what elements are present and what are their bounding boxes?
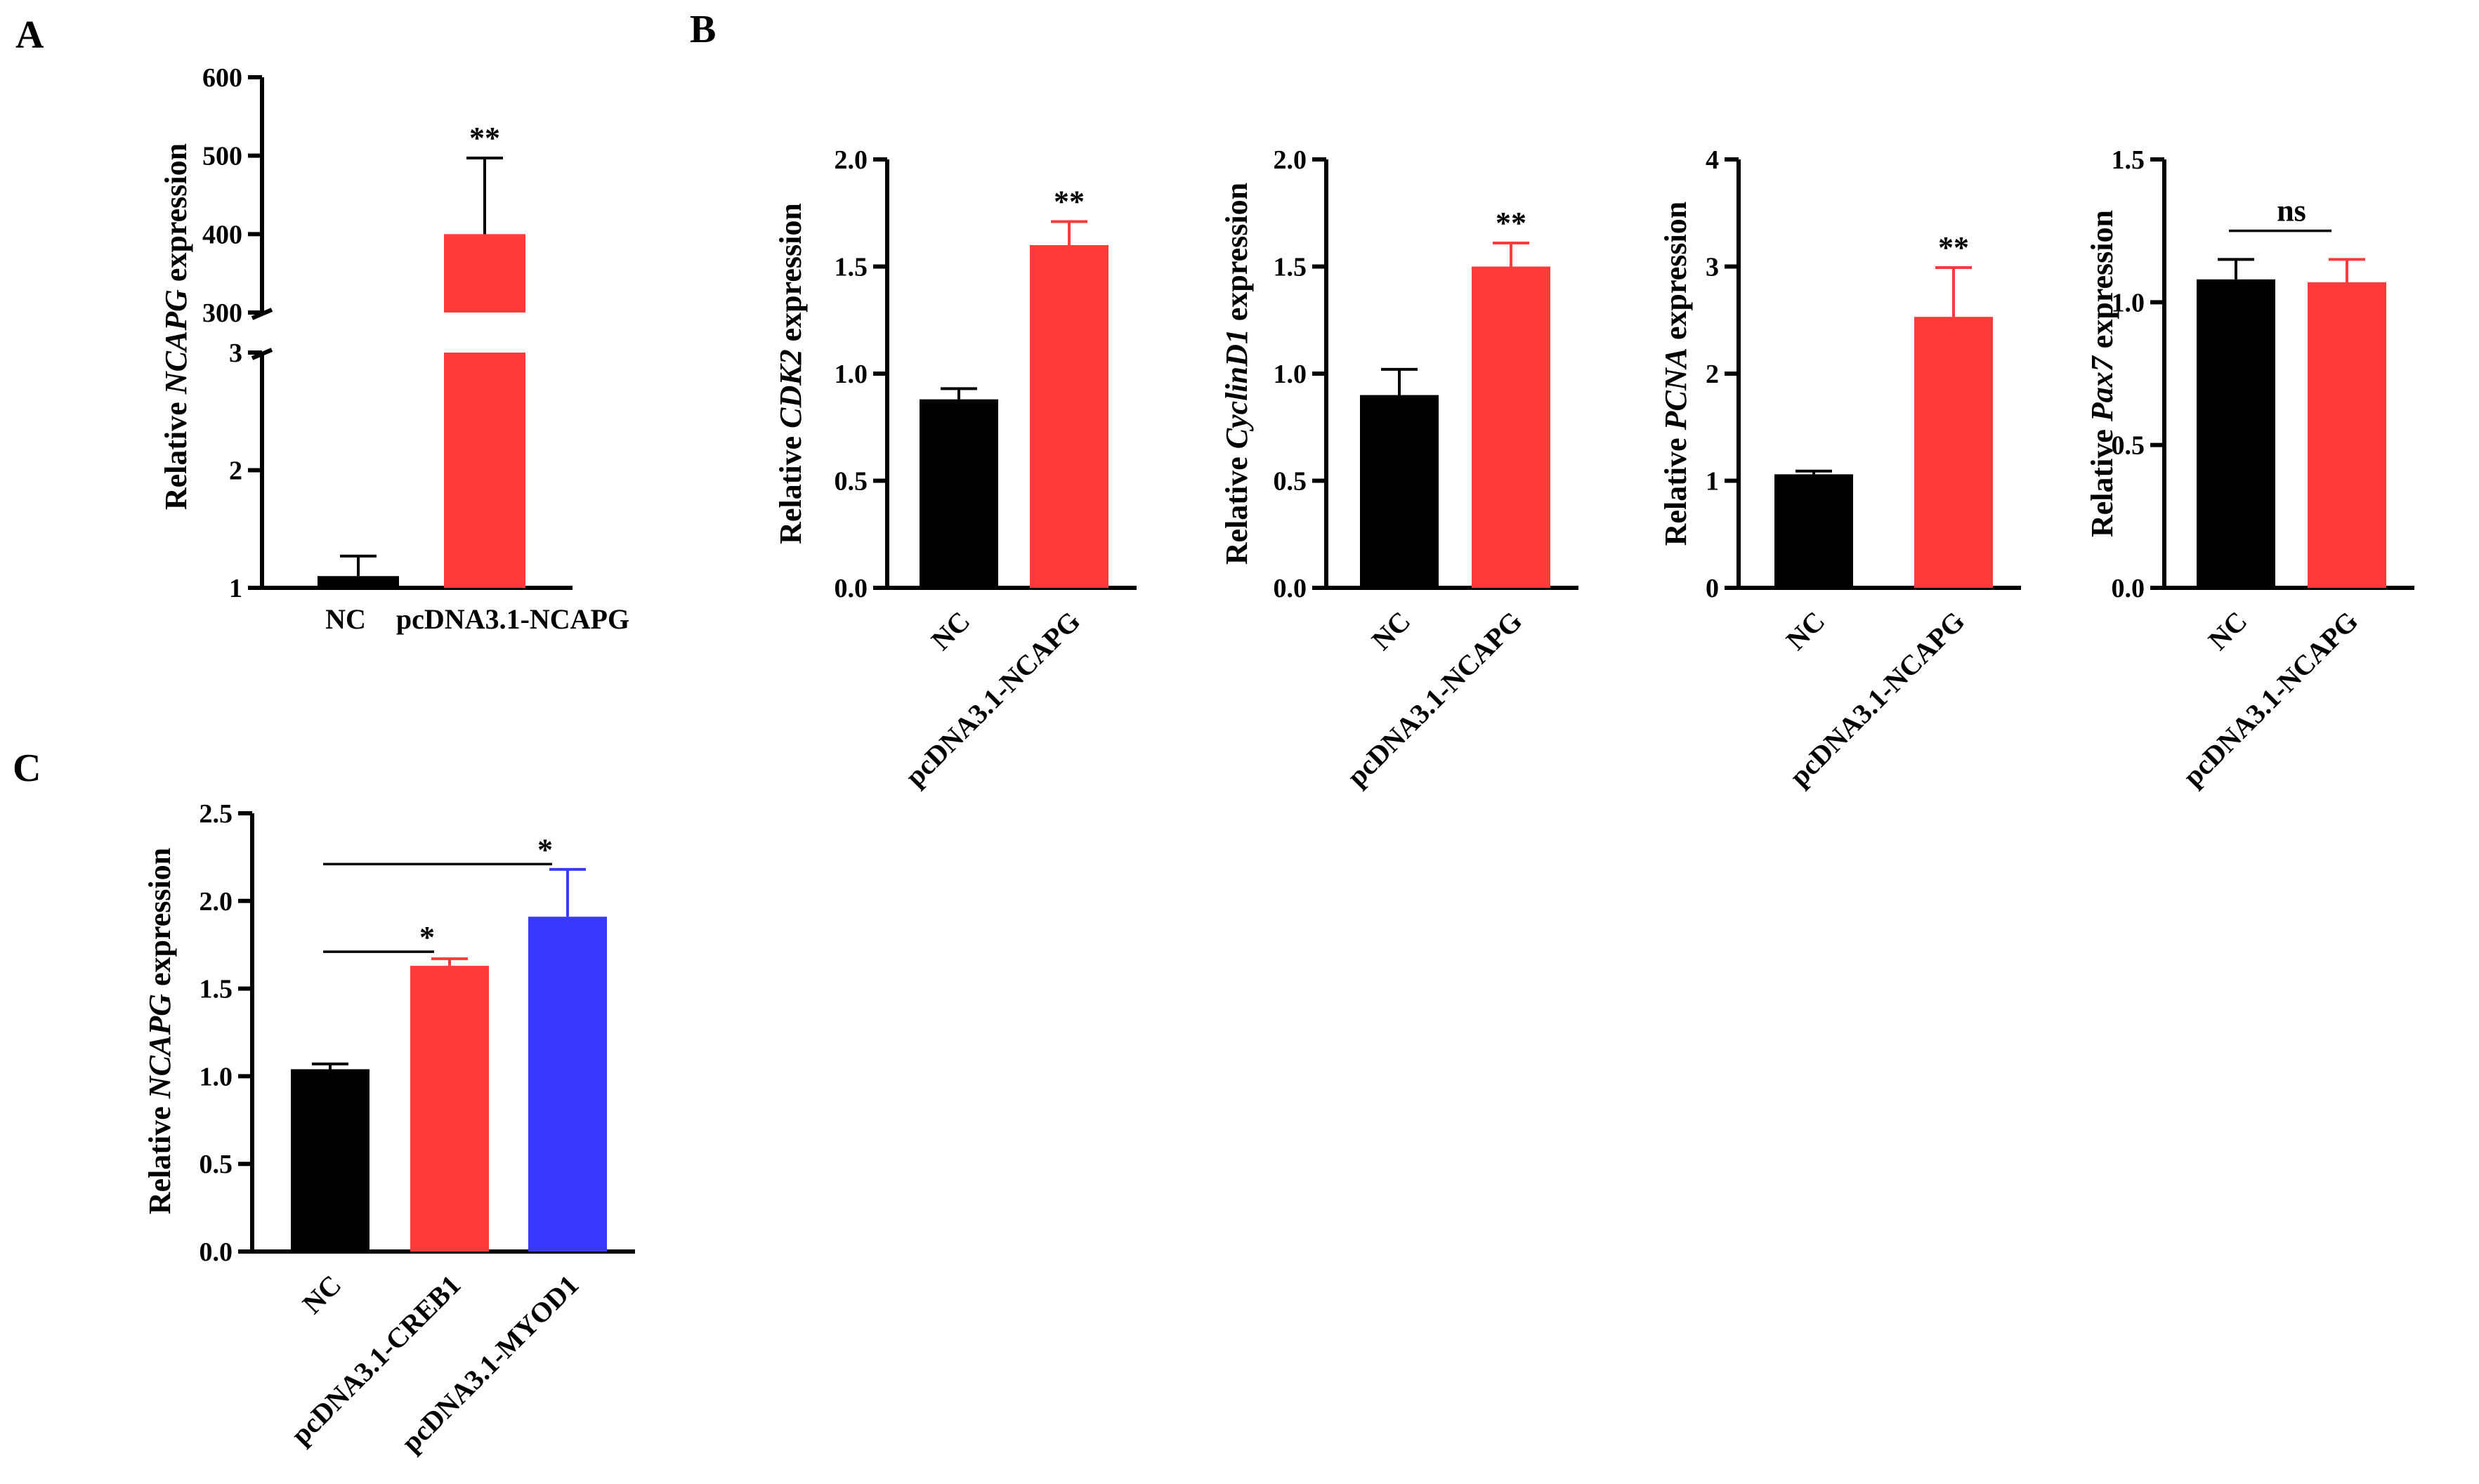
y-tick-label: 2.0 <box>835 145 868 175</box>
bar <box>1360 395 1439 588</box>
significance-label: ** <box>469 121 500 155</box>
y-axis-title-prefix: Relative <box>1219 449 1254 565</box>
chart-b-cyclind1: 0.00.51.01.52.0NCpcDNA3.1-NCAPG**Relativ… <box>1219 145 1578 792</box>
y-tick-label: 1.0 <box>1274 360 1307 389</box>
y-axis-title-prefix: Relative <box>1659 430 1693 546</box>
y-axis-title-suffix: expression <box>2085 210 2119 356</box>
category-label: NC <box>1780 605 1831 657</box>
y-tick-label: 2 <box>229 457 242 486</box>
y-tick-label: 1.0 <box>835 360 868 389</box>
y-tick-label: 3 <box>1706 253 1719 282</box>
y-axis-title-gene: NCAPG <box>159 289 193 395</box>
y-tick-label: 1 <box>229 574 242 603</box>
significance-label: * <box>537 832 553 867</box>
y-axis-title-suffix: expression <box>143 848 177 994</box>
chart-b-cdk2: 0.00.51.01.52.0NCpcDNA3.1-NCAPG**Relativ… <box>773 145 1137 792</box>
significance-label: ns <box>2277 194 2306 228</box>
y-tick-label: 0.0 <box>2112 574 2145 603</box>
y-tick-label: 1 <box>1706 467 1719 497</box>
y-axis-title-gene: PCNA <box>1659 348 1693 431</box>
y-tick-label: 1.5 <box>835 253 868 282</box>
category-label: pcDNA3.1-NCAPG <box>396 603 629 635</box>
y-tick-label: 0.5 <box>200 1150 233 1179</box>
y-axis-title: Relative CDK2 expression <box>773 203 808 544</box>
category-label: NC <box>2202 605 2254 657</box>
bar <box>410 966 489 1252</box>
y-tick-label: 0.0 <box>1274 574 1307 603</box>
y-tick-label: 4 <box>1706 145 1719 175</box>
y-tick-label: 0.0 <box>200 1237 233 1267</box>
bar <box>2308 282 2386 588</box>
y-axis-title-prefix: Relative <box>143 1098 177 1214</box>
bar <box>1774 474 1853 588</box>
y-axis-title-gene: Pax7 <box>2085 355 2119 422</box>
y-tick-label: 2.5 <box>200 799 233 829</box>
significance-label: ** <box>1496 206 1526 240</box>
bar-lower-segment <box>444 353 525 588</box>
panel-label-b: B <box>690 8 716 51</box>
bar <box>291 1069 369 1252</box>
y-tick-label: 500 <box>202 142 242 171</box>
bar <box>318 576 399 588</box>
chart-c: 0.00.51.01.52.02.5NCpcDNA3.1-CREB1pcDNA3… <box>143 799 635 1458</box>
bar <box>920 399 998 588</box>
y-tick-label: 0.5 <box>835 467 868 497</box>
panel-label-a: A <box>15 13 44 57</box>
y-axis-title-suffix: expression <box>159 143 193 289</box>
bar <box>1472 266 1550 588</box>
y-tick-label: 300 <box>202 298 242 328</box>
y-axis-title: Relative PCNA expression <box>1659 202 1693 546</box>
y-tick-label: 2 <box>1706 360 1719 389</box>
y-tick-label: 1.5 <box>200 975 233 1004</box>
bar <box>2197 279 2275 588</box>
y-axis-title-prefix: Relative <box>159 394 193 510</box>
y-axis-title-suffix: expression <box>1219 183 1254 329</box>
y-axis-title-gene: CDK2 <box>773 349 808 428</box>
y-axis-title: Relative Pax7 expression <box>2085 210 2119 537</box>
y-tick-label: 0.0 <box>835 574 868 603</box>
y-tick-label: 0.5 <box>1274 467 1307 497</box>
bar <box>1030 245 1108 588</box>
y-tick-label: 2.0 <box>1274 145 1307 175</box>
bar <box>528 917 607 1252</box>
significance-label: ** <box>1054 184 1085 218</box>
y-axis-title-gene: NCAPG <box>143 994 177 1099</box>
y-axis-title-prefix: Relative <box>2085 421 2119 537</box>
category-label: NC <box>296 1269 348 1320</box>
y-axis-title: Relative CyclinD1 expression <box>1219 183 1254 565</box>
y-tick-label: 0 <box>1706 574 1719 603</box>
panel-label-c: C <box>13 747 41 790</box>
y-tick-label: 1.5 <box>2112 145 2145 175</box>
bar <box>444 234 525 313</box>
y-tick-label: 0.5 <box>2112 431 2145 461</box>
y-tick-label: 2.0 <box>200 887 233 917</box>
y-axis-title-suffix: expression <box>773 203 808 349</box>
significance-label: ** <box>1938 230 1969 265</box>
y-axis-title: Relative NCAPG expression <box>159 143 193 510</box>
y-tick-label: 1.5 <box>1274 253 1307 282</box>
y-tick-label: 1.0 <box>200 1062 233 1091</box>
bar <box>1914 317 1993 588</box>
y-axis-title-suffix: expression <box>1659 202 1693 348</box>
y-tick-label: 400 <box>202 220 242 249</box>
y-axis-title-prefix: Relative <box>773 428 808 544</box>
significance-label: * <box>419 920 435 954</box>
category-label: NC <box>925 605 976 657</box>
y-tick-label: 1.0 <box>2112 288 2145 317</box>
y-axis-title: Relative NCAPG expression <box>143 848 177 1214</box>
category-label: NC <box>325 603 366 635</box>
y-tick-label: 3 <box>229 339 242 368</box>
category-label: NC <box>1366 605 1417 657</box>
y-tick-label: 600 <box>202 63 242 93</box>
chart-a: 1 2 3 300 400 500 600 ** NC pcDNA3.1-NCAPG Relativ… <box>159 63 629 635</box>
y-axis-title-gene: CyclinD1 <box>1219 329 1254 449</box>
